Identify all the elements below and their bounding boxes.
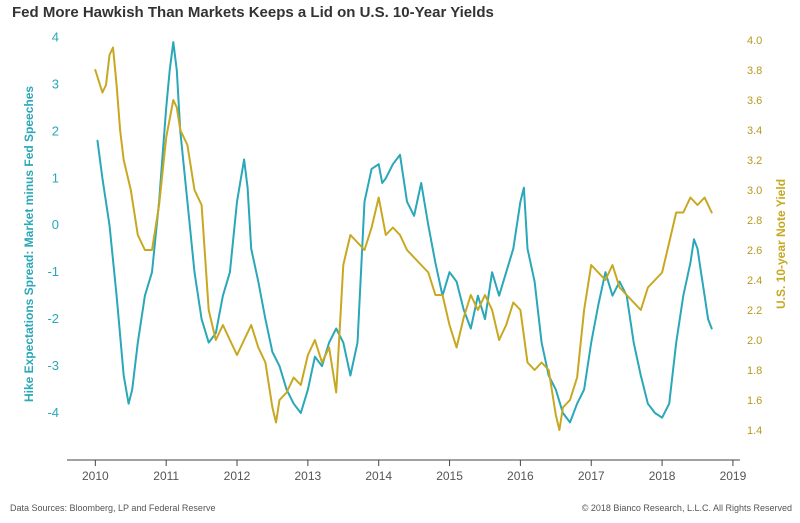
right-y-tick-label: 3.4	[747, 125, 762, 137]
right-y-tick-label: 2.0	[747, 335, 762, 347]
left-y-tick-label: -4	[47, 405, 59, 420]
right-y-tick-label: 1.8	[747, 365, 762, 377]
x-tick-label: 2014	[365, 469, 392, 483]
left-y-tick-label: 0	[52, 217, 59, 232]
right-y-tick-label: 2.2	[747, 305, 762, 317]
right-y-tick-label: 2.6	[747, 245, 762, 257]
right-y-tick-label: 3.8	[747, 65, 762, 77]
x-tick-label: 2018	[649, 469, 676, 483]
left-y-axis-label: Hike Expectations Spread: Market minus F…	[22, 86, 36, 402]
left-y-tick-label: 2	[52, 123, 59, 138]
ten-year-yield-series-line	[94, 46, 713, 431]
x-tick-label: 2019	[720, 469, 747, 483]
data-sources-note: Data Sources: Bloomberg, LP and Federal …	[10, 503, 216, 513]
right-y-tick-label: 4.0	[747, 35, 762, 47]
left-y-tick-label: -1	[47, 264, 59, 279]
right-y-tick-label: 2.4	[747, 275, 762, 287]
right-y-tick-label: 3.2	[747, 155, 762, 167]
right-y-tick-label: 1.6	[747, 395, 762, 407]
series-layer	[94, 41, 713, 431]
right-y-axis-label: U.S. 10-year Note Yield	[774, 179, 788, 309]
left-y-tick-label: 1	[52, 170, 59, 185]
x-tick-label: 2017	[578, 469, 605, 483]
right-y-tick-label: 3.0	[747, 185, 762, 197]
x-tick-label: 2012	[224, 469, 251, 483]
right-y-tick-label: 1.4	[747, 425, 762, 437]
copyright-note: © 2018 Bianco Research, L.L.C. All Right…	[581, 503, 792, 513]
x-tick-label: 2010	[82, 469, 109, 483]
left-y-tick-label: -3	[47, 358, 59, 373]
right-y-tick-label: 2.8	[747, 215, 762, 227]
left-y-tick-label: -2	[47, 311, 59, 326]
left-y-tick-label: 4	[52, 29, 59, 44]
chart-title: Fed More Hawkish Than Markets Keeps a Li…	[12, 4, 494, 21]
x-tick-label: 2015	[436, 469, 463, 483]
left-y-tick-label: 3	[52, 76, 59, 91]
hike-spread-series-line	[96, 41, 713, 424]
x-tick-label: 2011	[153, 469, 179, 483]
right-y-tick-label: 3.6	[747, 95, 762, 107]
x-tick-label: 2013	[295, 469, 322, 483]
axes: 2010 2011 2012 2013 2014 2015 2016 2017 2018 2019…	[22, 29, 788, 483]
x-tick-label: 2016	[507, 469, 534, 483]
